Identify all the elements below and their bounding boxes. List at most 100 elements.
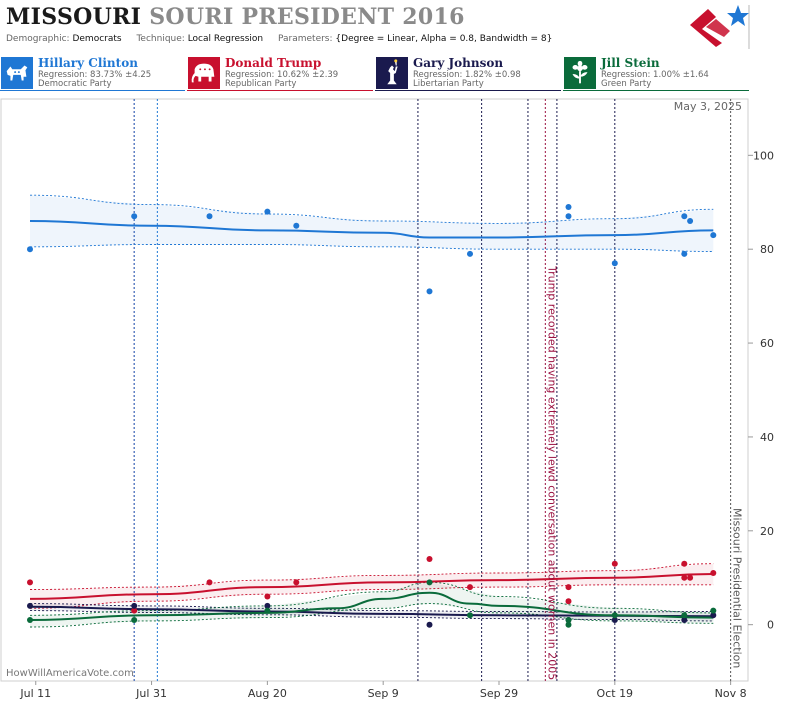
- hillary-clinton-poll-point[interactable]: [681, 250, 688, 257]
- hillary-clinton-poll-point[interactable]: [710, 232, 717, 239]
- donkey-icon: [1, 57, 33, 89]
- x-tick-label: Jul 31: [135, 687, 167, 700]
- hillary-clinton-poll-point[interactable]: [565, 213, 572, 220]
- elephant-icon: [188, 57, 220, 89]
- donald-trump-poll-point[interactable]: [710, 570, 717, 576]
- hillary-clinton-poll-point[interactable]: [293, 222, 300, 229]
- hillary-clinton-poll-point[interactable]: [426, 288, 433, 295]
- hillary-clinton-poll-point[interactable]: [206, 213, 213, 220]
- site-logo-icon[interactable]: [686, 3, 750, 49]
- donald-trump-poll-point[interactable]: [467, 584, 473, 591]
- donald-trump-poll-point[interactable]: [131, 607, 138, 614]
- jill-stein-regression-line: [29, 591, 714, 621]
- hillary-clinton-band-fill: [30, 195, 714, 252]
- hillary-clinton-poll-point[interactable]: [264, 208, 271, 215]
- gary-johnson-poll-point[interactable]: [131, 602, 138, 609]
- flower-icon: [564, 57, 596, 89]
- donald-trump-poll-point[interactable]: [264, 593, 271, 600]
- jill-stein-poll-point[interactable]: [27, 617, 33, 623]
- hillary-clinton-poll-point[interactable]: [565, 204, 572, 210]
- gary-johnson-poll-point[interactable]: [264, 602, 271, 609]
- hillary-clinton-poll-point[interactable]: [687, 218, 694, 224]
- regression-lines: [29, 220, 714, 621]
- hillary-clinton-poll-point[interactable]: [467, 250, 473, 257]
- donald-trump-poll-point[interactable]: [565, 584, 572, 591]
- page-title: MISSOURI SOURI PRESIDENT 2016: [6, 4, 465, 30]
- y-tick-label: 20: [760, 525, 774, 538]
- event-lines: [133, 99, 732, 681]
- gary-johnson-band-fill: [30, 603, 714, 621]
- jill-stein-poll-point[interactable]: [131, 617, 138, 623]
- candidate-party: Libertarian Party: [413, 79, 484, 89]
- donald-trump-band-upper: [29, 563, 714, 590]
- donald-trump-poll-point[interactable]: [293, 579, 300, 586]
- jill-stein-poll-point[interactable]: [467, 612, 473, 619]
- candidate-card-clinton[interactable]: Hillary Clinton Regression: 83.73% ±4.25…: [0, 56, 185, 91]
- parameters-value: {Degree = Linear, Alpha = 0.8, Bandwidth…: [335, 34, 553, 44]
- donald-trump-poll-point[interactable]: [681, 560, 688, 567]
- hillary-clinton-poll-point[interactable]: [611, 260, 618, 267]
- parameters-line: Demographic: Democrats Technique: Local …: [6, 34, 564, 44]
- candidate-regression: Regression: 83.73% ±4.25: [38, 70, 152, 80]
- x-tick-label: Oct 19: [597, 687, 634, 700]
- jill-stein-poll-point[interactable]: [681, 612, 688, 619]
- jill-stein-poll-point[interactable]: [264, 607, 271, 614]
- hillary-clinton-poll-point[interactable]: [27, 246, 33, 253]
- donald-trump-poll-point[interactable]: [565, 598, 572, 605]
- technique-label: Technique:: [136, 34, 185, 44]
- statue-of-liberty-icon: [376, 57, 408, 89]
- gary-johnson-poll-point[interactable]: [611, 617, 618, 623]
- annotation-election-day: Missouri Presidential Election: [731, 508, 744, 668]
- gary-johnson-band-upper: [29, 603, 714, 613]
- donald-trump-band-lower: [29, 584, 714, 609]
- jill-stein-poll-point[interactable]: [565, 617, 572, 623]
- candidate-party: Republican Party: [225, 79, 297, 89]
- hillary-clinton-poll-point[interactable]: [681, 213, 688, 220]
- candidate-regression: Regression: 1.82% ±0.98: [413, 70, 521, 80]
- parameters-label: Parameters:: [277, 34, 333, 44]
- title-state: MISSOURI: [6, 4, 142, 30]
- donald-trump-poll-point[interactable]: [426, 556, 433, 562]
- donald-trump-poll-point[interactable]: [681, 574, 688, 581]
- candidate-regression: Regression: 1.00% ±1.64: [601, 70, 709, 80]
- gary-johnson-poll-point[interactable]: [710, 612, 717, 619]
- annotations: Trump recorded having extremely lewd con…: [545, 265, 743, 680]
- gary-johnson-poll-point[interactable]: [27, 602, 33, 609]
- x-axis: Jul 11 Jul 31 Aug 20 Sep 9 Sep 29 Oct 19 Nov 8: [19, 681, 747, 700]
- gary-johnson-poll-point[interactable]: [426, 621, 433, 628]
- jill-stein-poll-point[interactable]: [426, 579, 433, 586]
- donald-trump-poll-point[interactable]: [611, 560, 618, 567]
- technique-value: Local Regression: [187, 34, 264, 44]
- donald-trump-poll-point[interactable]: [27, 579, 33, 586]
- candidate-name: Hillary Clinton: [38, 56, 138, 70]
- candidate-card-johnson[interactable]: Gary Johnson Regression: 1.82% ±0.98 Lib…: [375, 56, 561, 91]
- hillary-clinton-poll-point[interactable]: [131, 213, 138, 220]
- y-axis: 0 20 40 60 80 100: [748, 149, 774, 632]
- candidate-card-trump[interactable]: Donald Trump Regression: 10.62% ±2.39 Re…: [187, 56, 373, 91]
- jill-stein-poll-point[interactable]: [710, 607, 717, 614]
- jill-stein-band-upper: [29, 581, 714, 616]
- poll-points: [27, 204, 717, 628]
- candidate-party: Green Party: [601, 79, 652, 89]
- hillary-clinton-regression-line: [29, 220, 714, 239]
- candidate-name: Gary Johnson: [413, 56, 504, 70]
- jill-stein-poll-point[interactable]: [611, 612, 618, 619]
- jill-stein-band-lower: [29, 603, 714, 628]
- x-tick-label: Nov 8: [715, 687, 747, 700]
- gary-johnson-poll-point[interactable]: [681, 617, 688, 623]
- donald-trump-poll-point[interactable]: [206, 579, 213, 586]
- candidate-party: Democratic Party: [38, 79, 112, 89]
- jill-stein-poll-point[interactable]: [565, 621, 572, 628]
- x-tick-label: Sep 9: [368, 687, 399, 700]
- y-tick-label: 80: [760, 243, 774, 256]
- candidate-name: Jill Stein: [601, 56, 660, 70]
- demographic-value: Democrats: [72, 34, 122, 44]
- donald-trump-poll-point[interactable]: [687, 574, 694, 581]
- y-tick-label: 100: [753, 149, 774, 162]
- header: MISSOURI SOURI PRESIDENT 2016 Demographi…: [0, 0, 789, 50]
- donald-trump-band-fill: [30, 563, 714, 609]
- demographic-label: Demographic:: [6, 34, 70, 44]
- candidate-card-stein[interactable]: Jill Stein Regression: 1.00% ±1.64 Green…: [563, 56, 749, 91]
- confidence-bands: [29, 194, 714, 628]
- y-tick-label: 40: [760, 431, 774, 444]
